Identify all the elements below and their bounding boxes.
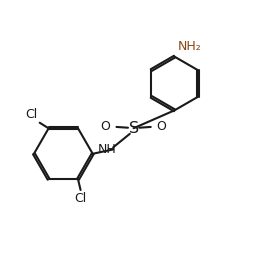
Text: Cl: Cl bbox=[75, 192, 87, 205]
Text: NH: NH bbox=[97, 143, 116, 156]
Text: NH₂: NH₂ bbox=[178, 40, 201, 53]
Text: O: O bbox=[157, 120, 167, 133]
Text: Cl: Cl bbox=[25, 108, 38, 121]
Text: S: S bbox=[128, 121, 139, 136]
Text: O: O bbox=[101, 120, 111, 133]
